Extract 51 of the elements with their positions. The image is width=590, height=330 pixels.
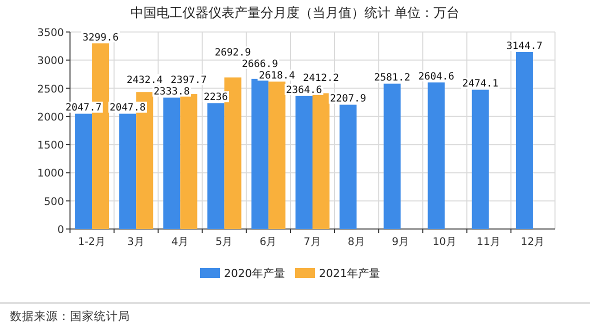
chart-title: 中国电工仪器仪表产量分月度（当月值）统计 单位：万台 [130, 5, 460, 21]
data-label: 2692.9 [214, 47, 251, 58]
y-tick-label: 1500 [37, 140, 64, 152]
source-note: 数据来源：国家统计局 [10, 309, 130, 323]
bar [207, 103, 224, 229]
bar [180, 94, 198, 229]
x-tick-label: 6月 [260, 236, 278, 248]
x-tick-label: 4月 [171, 236, 190, 248]
data-label: 2412.2 [302, 73, 340, 84]
bar [516, 52, 533, 229]
x-tick-label: 3月 [127, 236, 145, 248]
data-label: 2236 [204, 92, 228, 104]
x-tick-label: 8月 [348, 236, 366, 248]
data-label: 2047.7 [65, 102, 102, 114]
legend-label: 2020年产量 [224, 267, 285, 280]
x-tick-label: 5月 [215, 236, 234, 248]
data-label: 2432.4 [126, 75, 163, 86]
data-label: 2604.6 [418, 71, 454, 82]
y-tick-label: 2500 [37, 83, 64, 96]
x-tick-label: 12月 [520, 236, 546, 248]
x-tick-label: 11月 [476, 236, 502, 248]
data-label: 2474.1 [462, 78, 498, 90]
bar [340, 104, 357, 229]
data-label: 2364.6 [286, 84, 322, 96]
data-label: 2666.9 [242, 58, 278, 70]
bar [163, 98, 180, 229]
bar [428, 82, 445, 229]
data-label: 3299.6 [82, 32, 119, 44]
y-tick-label: 1000 [37, 168, 64, 180]
data-label: 2618.4 [258, 70, 295, 82]
x-tick-label: 1-2月 [78, 236, 106, 248]
x-tick-label: 9月 [392, 236, 410, 248]
bar [472, 90, 489, 229]
y-tick-label: 3500 [37, 27, 64, 39]
x-tick-label: 7月 [304, 236, 322, 248]
legend-label: 2021年产量 [319, 267, 380, 280]
bar [312, 93, 330, 229]
y-tick-label: 0 [57, 224, 64, 236]
data-label: 2207.9 [330, 94, 366, 105]
data-label: 2333.8 [154, 86, 190, 98]
y-tick-label: 3000 [37, 55, 64, 68]
data-label: 2581.2 [374, 72, 410, 84]
y-tick-label: 500 [44, 196, 64, 208]
x-tick-label: 10月 [432, 236, 457, 248]
data-label: 2397.7 [170, 75, 207, 86]
bar [119, 114, 136, 229]
y-tick-label: 2000 [37, 111, 64, 124]
data-label: 2047.8 [110, 102, 146, 114]
bar [296, 96, 312, 229]
data-label: 3144.7 [506, 41, 543, 52]
bar [384, 84, 401, 229]
